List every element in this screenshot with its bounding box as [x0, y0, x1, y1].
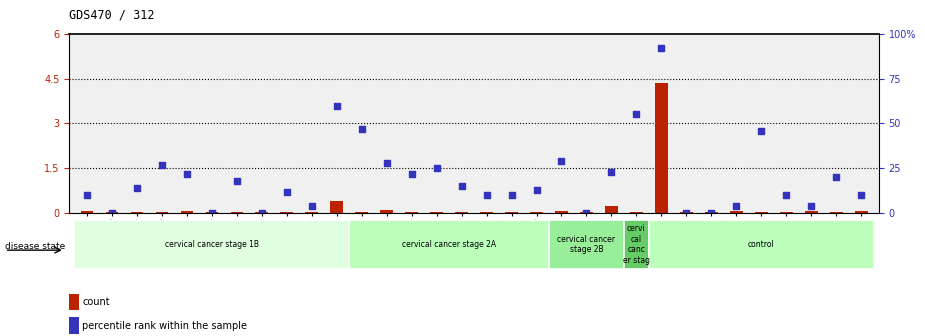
- Bar: [155, 212, 168, 213]
- Bar: [855, 211, 868, 213]
- Point: [804, 204, 819, 209]
- Bar: [405, 212, 418, 213]
- Point: [130, 185, 144, 191]
- Bar: [69, 294, 79, 310]
- Bar: [505, 212, 518, 213]
- Point: [754, 128, 769, 133]
- Point: [404, 171, 419, 176]
- Point: [554, 159, 569, 164]
- Bar: [330, 201, 343, 213]
- Text: disease state: disease state: [5, 243, 65, 251]
- Point: [829, 175, 844, 180]
- Point: [154, 162, 169, 168]
- Bar: [69, 317, 79, 334]
- Point: [179, 171, 194, 176]
- Point: [529, 187, 544, 193]
- Bar: [455, 212, 468, 213]
- Bar: [349, 220, 549, 269]
- Text: GDS470 / 312: GDS470 / 312: [69, 8, 154, 22]
- Bar: [205, 212, 218, 213]
- Bar: [530, 212, 543, 213]
- Bar: [480, 212, 493, 213]
- Bar: [180, 211, 193, 213]
- Point: [504, 193, 519, 198]
- Bar: [74, 220, 349, 269]
- Bar: [355, 212, 368, 213]
- Bar: [655, 83, 668, 213]
- Point: [379, 160, 394, 166]
- Bar: [730, 211, 743, 213]
- Point: [454, 184, 469, 189]
- Bar: [680, 212, 693, 213]
- Point: [604, 169, 619, 175]
- Bar: [605, 206, 618, 213]
- Text: cervi
cal
canc
er stag: cervi cal canc er stag: [623, 224, 650, 264]
- Bar: [255, 212, 268, 213]
- Bar: [230, 212, 243, 213]
- Point: [329, 103, 344, 108]
- Text: cervical cancer stage 1B: cervical cancer stage 1B: [165, 240, 259, 249]
- Point: [80, 193, 94, 198]
- Bar: [549, 220, 624, 269]
- Point: [579, 211, 594, 216]
- Bar: [130, 212, 143, 213]
- Point: [679, 211, 694, 216]
- Point: [105, 211, 119, 216]
- Point: [229, 178, 244, 184]
- Bar: [830, 212, 843, 213]
- Bar: [80, 211, 93, 213]
- Point: [654, 45, 669, 51]
- Point: [629, 112, 644, 117]
- Point: [304, 204, 319, 209]
- Bar: [105, 212, 118, 213]
- Text: cervical cancer stage 2A: cervical cancer stage 2A: [402, 240, 496, 249]
- Bar: [630, 212, 643, 213]
- Point: [729, 204, 744, 209]
- Point: [704, 211, 719, 216]
- Bar: [624, 220, 649, 269]
- Text: percentile rank within the sample: percentile rank within the sample: [82, 321, 247, 331]
- Point: [254, 211, 269, 216]
- Text: cervical cancer
stage 2B: cervical cancer stage 2B: [558, 235, 615, 254]
- Point: [779, 193, 794, 198]
- Bar: [580, 212, 593, 213]
- Bar: [380, 210, 393, 213]
- Bar: [705, 212, 718, 213]
- Bar: [780, 212, 793, 213]
- Bar: [280, 212, 293, 213]
- Point: [279, 189, 294, 195]
- Point: [479, 193, 494, 198]
- Point: [854, 193, 869, 198]
- Bar: [805, 211, 818, 213]
- Bar: [430, 212, 443, 213]
- Bar: [755, 212, 768, 213]
- Point: [429, 166, 444, 171]
- Point: [354, 126, 369, 132]
- Bar: [555, 211, 568, 213]
- Text: count: count: [82, 297, 110, 307]
- Bar: [649, 220, 874, 269]
- Point: [204, 211, 219, 216]
- Text: control: control: [748, 240, 775, 249]
- Bar: [305, 212, 318, 213]
